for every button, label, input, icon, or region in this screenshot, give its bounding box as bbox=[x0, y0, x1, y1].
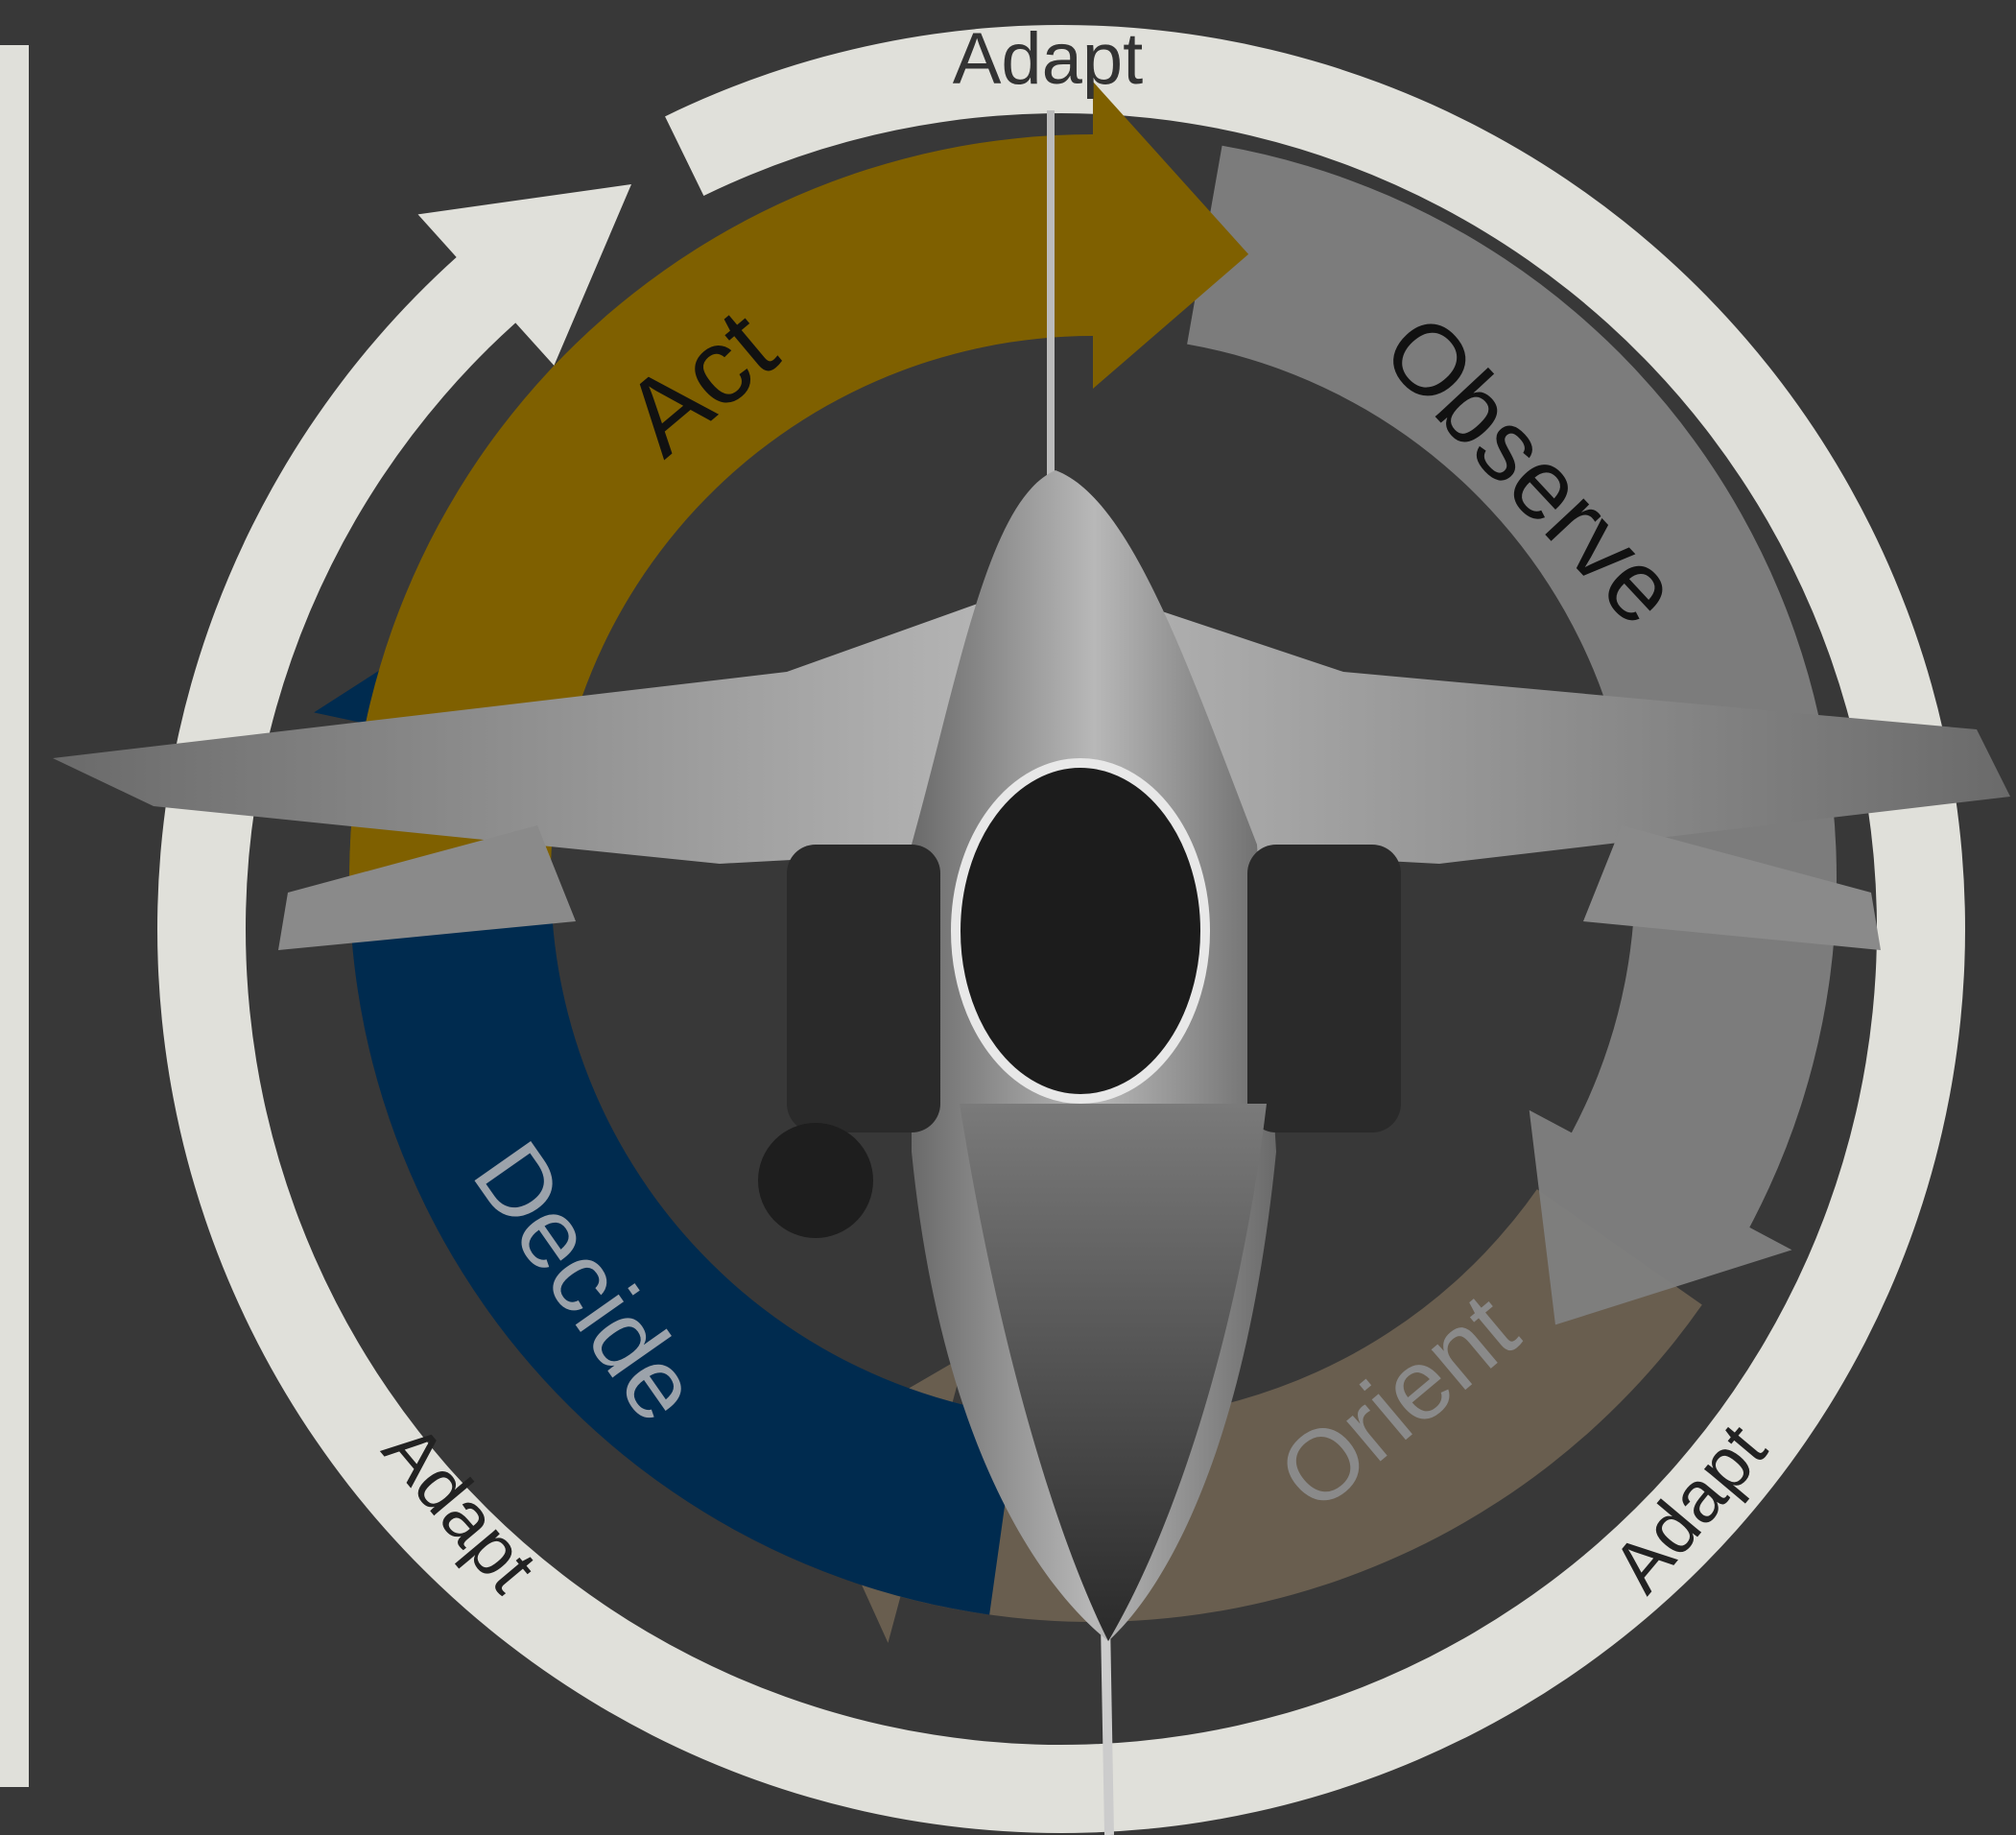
fuel-tank bbox=[758, 1123, 873, 1238]
adapt-label: Adapt bbox=[953, 18, 1144, 100]
intake-right bbox=[1247, 845, 1401, 1132]
tail-probe bbox=[1105, 1622, 1109, 1835]
canopy bbox=[956, 763, 1205, 1099]
page: Adapt Adapt Adapt Act Observe Orient Dec… bbox=[0, 0, 2016, 1835]
diagram: Adapt Adapt Adapt Act Observe Orient Dec… bbox=[0, 0, 2016, 1835]
intake-left bbox=[787, 845, 940, 1132]
side-bar bbox=[0, 45, 29, 1787]
